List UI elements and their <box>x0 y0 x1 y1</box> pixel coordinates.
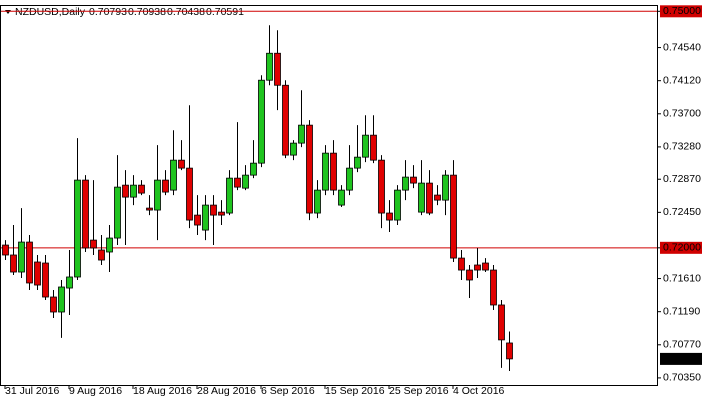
x-tick-label: 9 Aug 2016 <box>69 385 122 397</box>
candle-body <box>186 167 193 221</box>
candle-body <box>426 182 433 214</box>
candle-body <box>466 269 473 281</box>
candle-body <box>50 296 57 313</box>
candle-body <box>26 241 33 284</box>
plot-frame <box>0 5 658 386</box>
candle-body <box>210 204 217 216</box>
candle-body <box>82 179 89 249</box>
y-tick-label: 0.70770 <box>663 339 701 351</box>
candle-body <box>418 182 425 213</box>
candle-body <box>58 286 65 313</box>
y-tick-label: 0.72000 <box>663 242 701 254</box>
candle-body <box>274 52 281 86</box>
candle-body <box>66 276 73 289</box>
candle-body <box>242 174 249 189</box>
candle-body <box>266 52 273 81</box>
candle-body <box>74 179 81 278</box>
candle-body <box>306 124 313 214</box>
candle-body <box>402 176 409 191</box>
candle-body <box>282 84 289 156</box>
y-tick-label: 0.70350 <box>663 372 701 384</box>
current-price-label: 0.70591 <box>663 353 701 365</box>
candle-body <box>450 174 457 259</box>
x-tick-label: 25 Sep 2016 <box>389 385 449 397</box>
candle-body <box>106 237 113 253</box>
candle-body <box>290 142 297 156</box>
candle-body <box>482 262 489 271</box>
candle-body <box>122 184 129 198</box>
x-tick-label: 6 Sep 2016 <box>261 385 315 397</box>
candle-body <box>138 184 145 194</box>
x-tick-label: 18 Aug 2016 <box>133 385 192 397</box>
candle-body <box>378 159 385 214</box>
candle-body <box>234 177 241 188</box>
price-label-box <box>660 352 702 365</box>
candle-body <box>250 162 257 176</box>
y-tick-label: 0.72870 <box>663 173 701 185</box>
candle-body <box>298 124 305 144</box>
candle-body <box>394 189 401 221</box>
y-tick-label: 0.71610 <box>663 272 701 284</box>
candle-body <box>194 214 201 226</box>
candle-body <box>474 264 481 271</box>
candle-body <box>10 254 17 273</box>
candle-body <box>34 261 41 286</box>
candle-body <box>386 212 393 221</box>
candle-body <box>322 152 329 191</box>
y-tick-label: 0.75000 <box>663 5 701 17</box>
candle-body <box>178 159 185 169</box>
y-tick-label: 0.74540 <box>663 41 701 53</box>
candle-body <box>314 189 321 214</box>
y-tick-label: 0.71190 <box>663 305 700 317</box>
candle-body <box>218 211 225 216</box>
candle-body <box>18 241 25 273</box>
candle-body <box>130 184 137 198</box>
candle-body <box>338 189 345 206</box>
candle-body <box>146 207 153 211</box>
x-tick-label: 28 Aug 2016 <box>197 385 256 397</box>
candle-body <box>114 186 121 239</box>
x-tick-label: 31 Jul 2016 <box>5 385 59 397</box>
y-tick-label: 0.72450 <box>663 206 701 218</box>
candle-body <box>442 174 449 201</box>
candle-body <box>434 194 441 201</box>
candle-body <box>330 152 337 191</box>
candle-body <box>410 176 417 184</box>
candle-body <box>162 179 169 193</box>
candle-body <box>346 167 353 191</box>
x-tick-label: 15 Sep 2016 <box>325 385 385 397</box>
candle-body <box>370 134 377 161</box>
x-tick-label: 4 Oct 2016 <box>453 385 505 397</box>
candle-body <box>258 79 265 164</box>
candle-body <box>458 257 465 271</box>
candle-body <box>2 244 9 256</box>
y-tick-label: 0.74120 <box>663 74 701 86</box>
hline-label-box <box>660 241 702 254</box>
candle-body <box>170 159 177 191</box>
candle-body <box>226 177 233 214</box>
y-tick-label: 0.73280 <box>663 141 701 153</box>
candle-body <box>202 204 209 231</box>
candle-body <box>506 342 513 360</box>
candle-body <box>98 249 105 261</box>
hline-label-box <box>660 5 702 18</box>
y-tick-label: 0.73700 <box>663 108 701 120</box>
candle-body <box>498 304 505 341</box>
candle-body <box>42 262 49 298</box>
candle-body <box>490 269 497 306</box>
candle-body <box>90 239 97 249</box>
candle-body <box>154 179 161 211</box>
candle-body <box>362 134 369 158</box>
candle-body <box>354 156 361 169</box>
